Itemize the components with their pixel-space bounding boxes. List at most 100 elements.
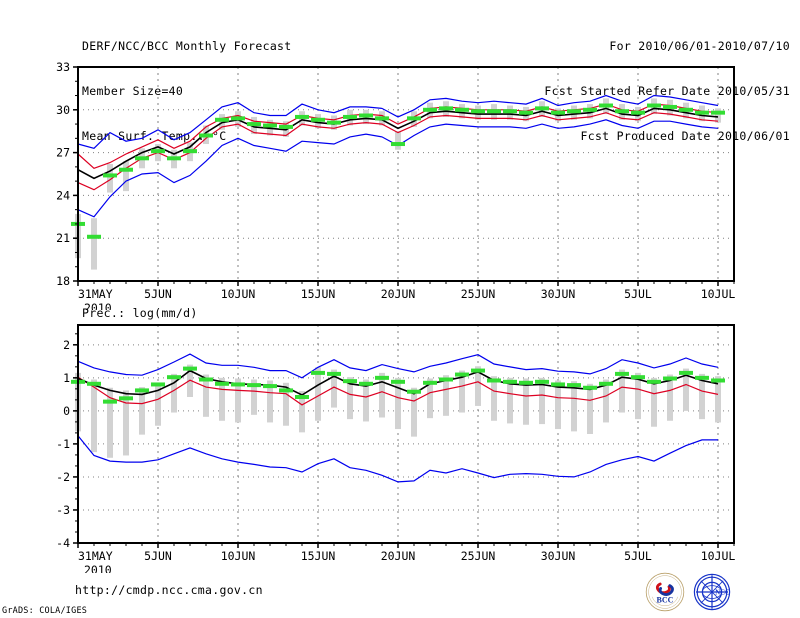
spread-bar: [683, 368, 689, 411]
header-left-block: DERF/NCC/BCC Monthly Forecast Member Siz…: [82, 10, 291, 159]
median-marker: [503, 109, 517, 114]
spread-bar: [635, 372, 641, 420]
median-marker: [487, 378, 501, 383]
median-marker: [87, 381, 101, 386]
median-marker: [215, 381, 229, 386]
median-marker: [327, 371, 341, 376]
y-tick-label: 0: [63, 404, 70, 418]
median-marker: [231, 116, 245, 121]
median-marker: [711, 378, 725, 383]
median-marker: [375, 116, 389, 121]
x-tick-label: 15JUN: [301, 287, 336, 301]
x-tick-label: 31MAY: [78, 287, 113, 301]
forecast-period-label: For 2010/06/01-2010/07/10: [609, 39, 790, 53]
spread-bar: [603, 379, 609, 423]
median-marker: [279, 388, 293, 393]
series-line-min: [77, 435, 718, 483]
spread-bar: [203, 374, 209, 417]
spread-bar: [299, 391, 305, 433]
median-marker: [295, 114, 309, 119]
spread-bar: [571, 381, 577, 432]
spread-bar: [411, 387, 417, 437]
median-marker: [327, 120, 341, 125]
median-marker: [679, 370, 693, 375]
website-url[interactable]: http://cmdp.ncc.cma.gov.cn: [75, 583, 263, 597]
median-marker: [583, 107, 597, 112]
spread-bar: [315, 367, 321, 421]
y-tick-label: -3: [56, 503, 70, 517]
ncc-logo: NCC: [693, 573, 731, 611]
series-line-lower-quartile: [77, 112, 719, 191]
y-tick-label: 2: [63, 338, 70, 352]
x-tick-label: 25JUN: [461, 287, 496, 301]
median-marker: [151, 382, 165, 387]
y-tick-label: 33: [56, 60, 70, 74]
median-marker: [551, 382, 565, 387]
median-marker: [519, 110, 533, 115]
spread-bar: [459, 370, 465, 413]
median-marker: [279, 124, 293, 129]
axis-frame: [77, 324, 735, 544]
median-marker: [583, 385, 597, 390]
median-marker: [199, 377, 213, 382]
median-marker: [103, 399, 117, 404]
median-marker: [183, 149, 197, 154]
median-marker: [103, 173, 117, 178]
x-axis-year-label: 2010: [84, 563, 112, 573]
median-marker: [519, 380, 533, 385]
precipitation-title: Prec.: log(mm/d): [82, 306, 198, 320]
median-marker: [391, 379, 405, 384]
x-tick-label: 10JUN: [221, 287, 256, 301]
median-marker: [359, 381, 373, 386]
x-tick-label: 25JUN: [461, 549, 496, 563]
spread-bar: [347, 377, 353, 420]
precipitation-chart: -4 -3 -2 -1 0 1 2 31MAY 5JUN 10JUN 15JUN 20JUN 25JUN…: [0, 318, 800, 573]
spread-bar: [91, 218, 97, 270]
x-tick-label: 10JUL: [701, 549, 736, 563]
median-marker: [359, 113, 373, 118]
spread-bar: [715, 108, 721, 123]
median-marker: [615, 371, 629, 376]
median-marker: [647, 103, 661, 108]
median-marker: [183, 366, 197, 371]
median-marker: [535, 106, 549, 111]
spread-bar: [123, 390, 129, 456]
x-tick-label: 30JUN: [541, 287, 576, 301]
median-marker: [695, 375, 709, 380]
y-tick-label: 27: [56, 146, 70, 160]
median-marker: [311, 370, 325, 375]
median-marker: [151, 149, 165, 154]
series-line-max: [77, 94, 719, 149]
median-marker: [343, 379, 357, 384]
median-marker: [167, 375, 181, 380]
series-line-upper-quartile: [77, 376, 719, 406]
median-marker: [551, 110, 565, 115]
spread-bar: [251, 379, 257, 415]
spread-bar: [123, 161, 129, 192]
median-marker: [631, 375, 645, 380]
spread-bar: [443, 375, 449, 416]
median-marker: [599, 103, 613, 108]
median-marker: [503, 379, 517, 384]
bcc-logo-text: BCC: [657, 595, 674, 604]
median-marker: [407, 389, 421, 394]
median-marker: [423, 380, 437, 385]
y-tick-label: 1: [63, 371, 70, 385]
spread-bar: [539, 377, 545, 425]
median-marker: [119, 396, 133, 401]
median-marker: [487, 109, 501, 114]
median-marker: [199, 133, 213, 138]
median-marker: [391, 142, 405, 147]
spread-bar: [171, 373, 177, 413]
temperature-chart-svg: 18 21 24 27 30 33 31MAY 5JUN 10JUN 15JUN 20JUN 25JU…: [56, 60, 735, 310]
median-marker: [567, 383, 581, 388]
spread-bar: [395, 131, 401, 150]
bcc-logo: BCC: [645, 572, 685, 612]
y-tick-label: 24: [56, 188, 70, 202]
median-marker: [423, 107, 437, 112]
y-tick-label: -2: [56, 470, 70, 484]
median-marker: [455, 107, 469, 112]
median-marker: [263, 123, 277, 128]
y-tick-label: 30: [56, 103, 70, 117]
spread-bar: [363, 379, 369, 422]
